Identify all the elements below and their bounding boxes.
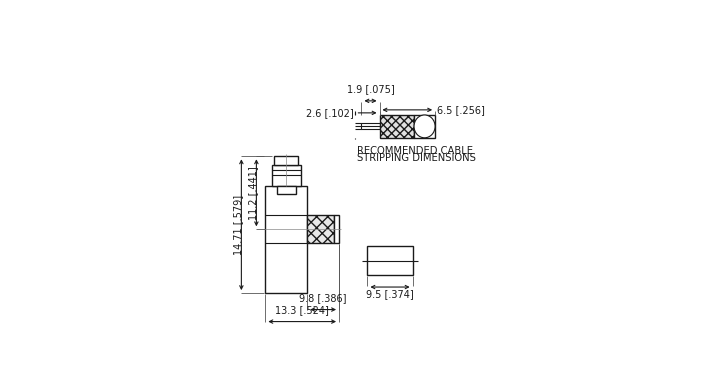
Bar: [274, 156, 298, 165]
Bar: [361, 123, 379, 129]
Text: RECOMMENDED CABLE: RECOMMENDED CABLE: [357, 146, 473, 156]
Text: STRIPPING DIMENSIONS: STRIPPING DIMENSIONS: [357, 152, 476, 163]
Text: 2.6 [.102]: 2.6 [.102]: [306, 108, 354, 118]
Text: 9.5 [.374]: 9.5 [.374]: [366, 289, 414, 300]
Text: 14.71 [.579]: 14.71 [.579]: [233, 195, 243, 255]
Bar: [379, 115, 414, 138]
Bar: [272, 165, 300, 186]
Text: 11.2 [.441]: 11.2 [.441]: [248, 166, 258, 220]
Ellipse shape: [414, 115, 435, 138]
Bar: [414, 115, 435, 138]
Bar: [335, 215, 339, 243]
Text: 9.8 [.386]: 9.8 [.386]: [300, 293, 347, 303]
Bar: [367, 246, 413, 275]
Text: 13.3 [.524]: 13.3 [.524]: [275, 305, 329, 315]
Text: 6.5 [.256]: 6.5 [.256]: [436, 105, 485, 115]
Text: 1.9 [.075]: 1.9 [.075]: [346, 84, 395, 94]
Bar: [307, 215, 335, 243]
Bar: [266, 186, 307, 293]
Bar: [276, 186, 297, 194]
